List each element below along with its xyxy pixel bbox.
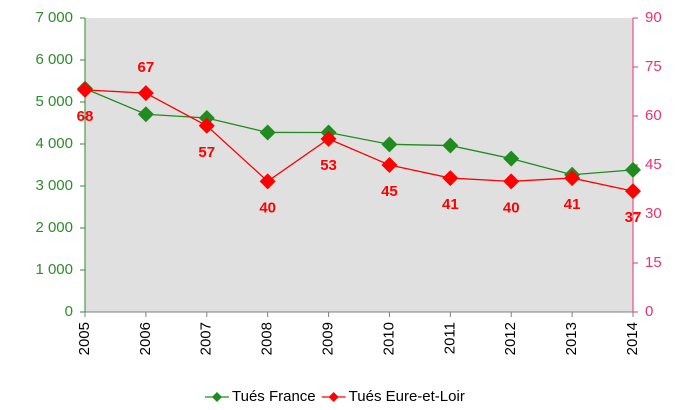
x-tick-label: 2012 <box>502 322 519 355</box>
series-marker <box>381 157 398 173</box>
data-label: 68 <box>77 108 94 125</box>
y2-tick-label: 45 <box>645 156 662 173</box>
series-marker <box>442 137 459 154</box>
x-tick-label: 2010 <box>380 322 397 355</box>
y2-tick-label: 30 <box>645 205 662 222</box>
y2-tick-label: 75 <box>645 58 662 75</box>
legend-marker <box>328 392 339 402</box>
y2-tick-label: 60 <box>645 107 662 124</box>
y2-tick-label: 90 <box>645 9 662 26</box>
series-marker <box>442 170 459 187</box>
data-label: 67 <box>138 59 155 76</box>
series-marker <box>381 136 398 153</box>
data-label: 37 <box>625 209 642 226</box>
y-tick-label: 4 000 <box>35 135 73 152</box>
y-tick-label: 3 000 <box>35 177 73 194</box>
y-tick-label: 1 000 <box>35 261 73 278</box>
legend-label: Tués France <box>232 388 316 405</box>
series-marker <box>259 124 276 141</box>
x-tick-label: 2006 <box>137 322 154 355</box>
y-tick-label: 7 000 <box>35 9 73 26</box>
x-tick-label: 2009 <box>320 322 337 355</box>
plot-area <box>85 18 633 312</box>
x-tick-label: 2014 <box>624 322 641 355</box>
series-marker <box>320 130 337 147</box>
series-marker <box>137 85 154 102</box>
y2-tick-label: 15 <box>645 254 662 271</box>
series-marker <box>137 106 154 123</box>
data-label: 57 <box>198 144 215 161</box>
x-tick-label: 2005 <box>76 322 93 355</box>
x-tick-label: 2007 <box>198 322 215 355</box>
data-label: 53 <box>320 157 337 174</box>
series-marker <box>198 117 215 134</box>
data-label: 40 <box>259 199 276 216</box>
series-marker <box>625 161 641 178</box>
series-marker <box>564 170 581 187</box>
series-marker <box>77 81 93 98</box>
y2-tick-label: 0 <box>645 303 653 320</box>
x-tick-label: 2011 <box>441 322 458 354</box>
legend-label: Tués Eure-et-Loir <box>349 388 465 405</box>
x-tick-label: 2008 <box>259 322 276 355</box>
legend-marker <box>212 392 222 402</box>
y-tick-label: 6 000 <box>35 51 73 68</box>
series-marker <box>503 173 520 190</box>
y-tick-label: 2 000 <box>35 219 73 236</box>
x-tick-label: 2013 <box>563 322 580 355</box>
series-line <box>84 88 634 176</box>
y-tick-label: 0 <box>65 303 73 320</box>
series-marker <box>259 173 276 190</box>
series-line <box>84 89 634 192</box>
data-label: 41 <box>564 196 581 213</box>
series-marker <box>625 183 641 200</box>
data-label: 41 <box>442 196 459 213</box>
data-label: 40 <box>503 199 520 216</box>
series-marker <box>503 150 520 167</box>
data-label: 45 <box>381 183 398 200</box>
y-tick-label: 5 000 <box>35 93 73 110</box>
